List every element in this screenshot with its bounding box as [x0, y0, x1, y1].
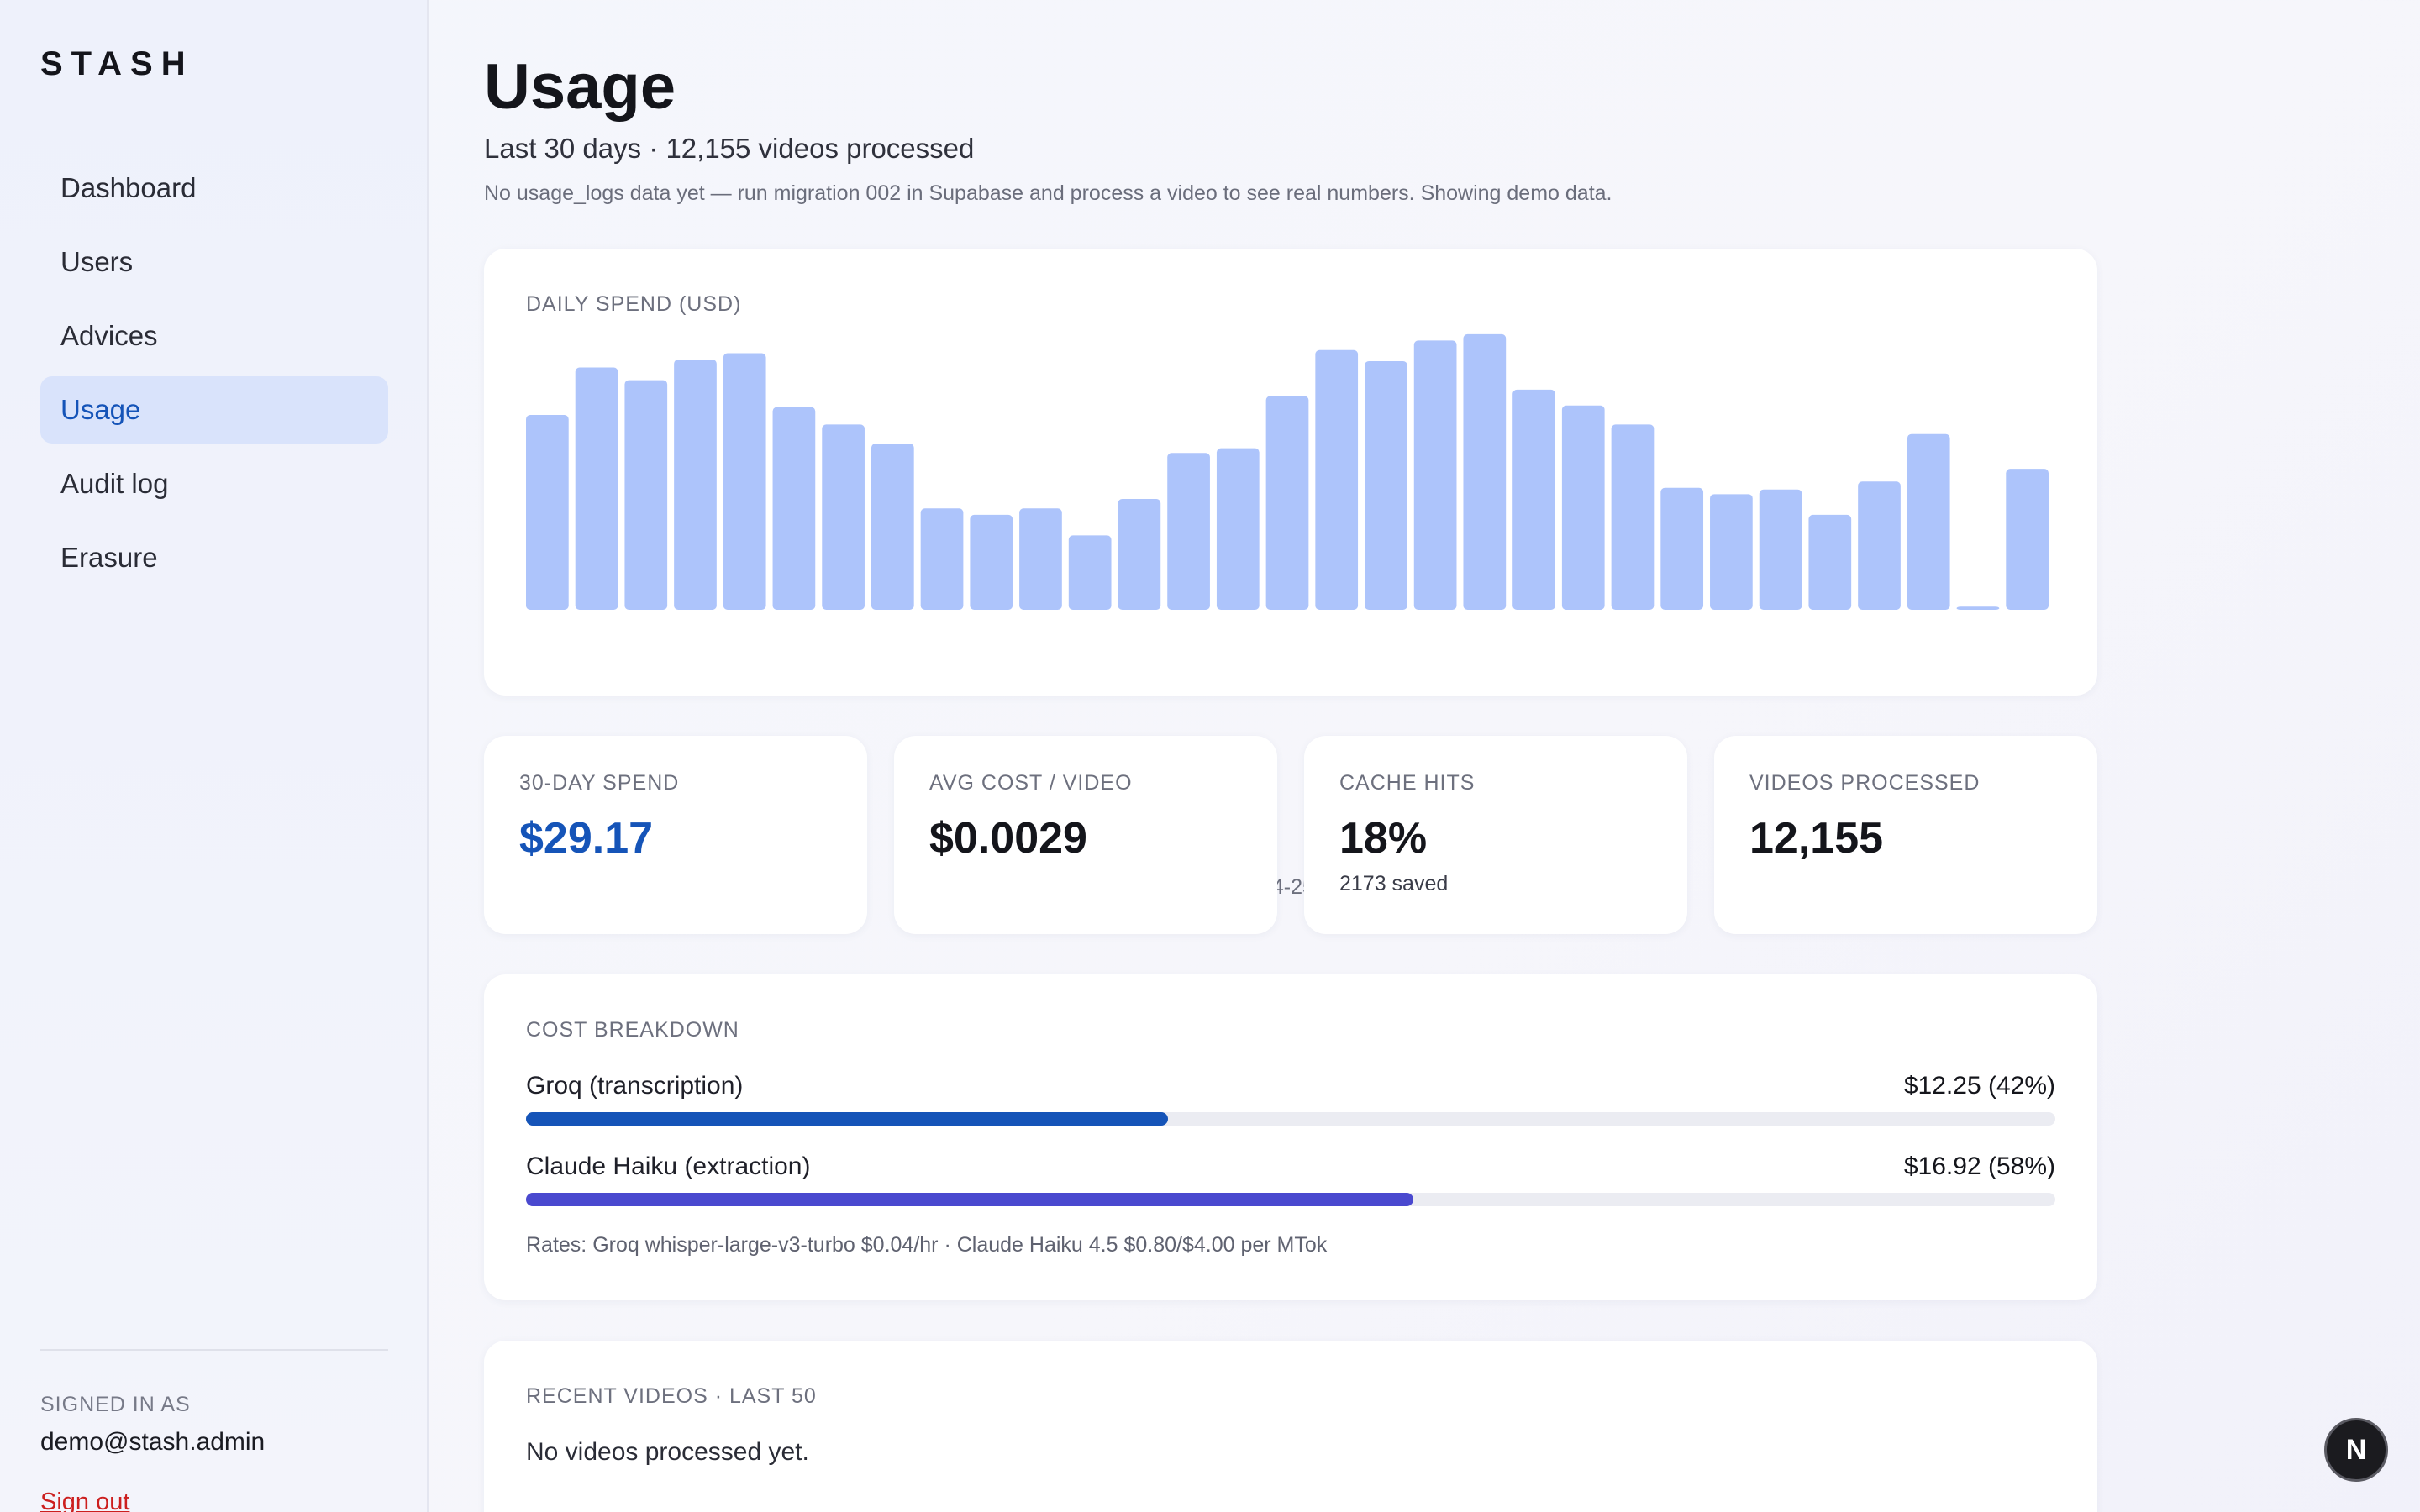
chart-bar-04-10 — [526, 415, 569, 610]
cost-breakdown-label: COST BREAKDOWN — [526, 1018, 739, 1042]
chart-bar-05-10 — [2006, 469, 2049, 610]
sidebar-item-usage[interactable]: Usage — [40, 376, 388, 444]
chart-bar-04-29 — [1463, 333, 1507, 610]
daily-spend-chart — [526, 333, 2049, 610]
sidebar-item-label: Advices — [60, 320, 158, 351]
cost-item-amount: $12.25 (42%) — [1903, 1072, 2055, 1100]
framework-dev-badge[interactable]: N — [2324, 1418, 2388, 1482]
cost-bar-fill — [526, 1193, 1413, 1206]
chart-bar-05-08 — [1907, 433, 1950, 610]
recent-videos-card: RECENT VIDEOS · LAST 50 No videos proces… — [484, 1341, 2097, 1512]
stat-label: CACHE HITS — [1339, 771, 1476, 795]
sidebar-item-label: Erasure — [60, 542, 158, 573]
stat-card-avg-cost: AVG COST / VIDEO $0.0029 — [894, 736, 1277, 934]
chart-bar-05-06 — [1808, 514, 1852, 610]
chart-bar-04-13 — [674, 360, 717, 610]
sidebar: STASH Dashboard Users Advices Usage Audi… — [0, 0, 429, 1512]
sidebar-nav: Dashboard Users Advices Usage Audit log … — [40, 155, 388, 598]
signed-in-label: SIGNED IN AS — [40, 1393, 191, 1416]
chart-bar-05-01 — [1561, 405, 1605, 610]
stat-value: $0.0029 — [929, 814, 1087, 863]
page-title: Usage — [484, 51, 676, 123]
pricing-rates-note: Rates: Groq whisper-large-v3-turbo $0.04… — [526, 1233, 1328, 1257]
stat-card-30-day-spend: 30-DAY SPEND $29.17 — [484, 736, 867, 934]
sidebar-item-erasure[interactable]: Erasure — [40, 524, 388, 591]
stat-value: 18% — [1339, 814, 1428, 863]
stat-label: 30-DAY SPEND — [519, 771, 680, 795]
stat-value: $29.17 — [519, 814, 654, 863]
chart-bar-05-09 — [1956, 606, 2000, 610]
stat-label: AVG COST / VIDEO — [929, 771, 1133, 795]
chart-bar-05-02 — [1611, 424, 1655, 610]
sidebar-item-users[interactable]: Users — [40, 228, 388, 296]
stat-label: VIDEOS PROCESSED — [1749, 771, 1981, 795]
chart-bar-04-24 — [1216, 448, 1260, 610]
stat-card-cache-hits: CACHE HITS 18% 2173 saved — [1304, 736, 1687, 934]
stat-card-videos-processed: VIDEOS PROCESSED 12,155 — [1714, 736, 2097, 934]
cost-bar-fill — [526, 1112, 1169, 1126]
page-subtitle: Last 30 days · 12,155 videos processed — [484, 133, 975, 164]
sidebar-item-label: Usage — [60, 394, 141, 425]
recent-videos-label: RECENT VIDEOS · LAST 50 — [526, 1384, 817, 1408]
sidebar-item-label: Dashboard — [60, 172, 197, 203]
sidebar-item-audit-log[interactable]: Audit log — [40, 450, 388, 517]
stat-value: 12,155 — [1749, 814, 1884, 863]
cost-item-name: Groq (transcription) — [526, 1072, 744, 1100]
chart-bar-04-25 — [1265, 396, 1309, 610]
daily-spend-card: DAILY SPEND (USD) 04-10 04-25 04-09 — [484, 249, 2097, 899]
chart-bar-04-27 — [1365, 360, 1407, 610]
demo-data-notice: No usage_logs data yet — run migration 0… — [484, 181, 1612, 205]
daily-spend-label: DAILY SPEND (USD) — [526, 292, 742, 316]
chart-bar-05-07 — [1858, 481, 1901, 610]
cost-breakdown-card: COST BREAKDOWN Groq (transcription) $12.… — [484, 974, 2097, 1300]
cost-item-name: Claude Haiku (extraction) — [526, 1152, 811, 1180]
recent-videos-empty-state: No videos processed yet. — [526, 1438, 809, 1466]
chart-bar-04-12 — [624, 380, 668, 610]
sidebar-item-label: Users — [60, 246, 134, 277]
sidebar-item-label: Audit log — [60, 468, 169, 499]
chart-bar-04-16 — [822, 424, 865, 610]
chart-bar-04-18 — [920, 508, 964, 610]
chart-bar-04-15 — [772, 407, 816, 610]
chart-bar-04-11 — [575, 367, 618, 610]
chart-bar-04-22 — [1118, 499, 1161, 610]
chart-bar-05-03 — [1660, 487, 1704, 610]
chart-bar-04-28 — [1413, 340, 1457, 610]
chart-bar-05-05 — [1759, 489, 1802, 610]
chart-bar-04-19 — [970, 514, 1013, 610]
cost-item-amount: $16.92 (58%) — [1903, 1152, 2055, 1180]
chart-bar-04-17 — [871, 444, 914, 610]
chart-bar-04-21 — [1068, 535, 1112, 610]
chart-bar-04-30 — [1512, 389, 1555, 610]
chart-bar-04-20 — [1019, 508, 1062, 610]
sidebar-divider — [40, 1349, 388, 1351]
chart-bar-05-04 — [1710, 494, 1753, 610]
cost-bar-track — [526, 1112, 2055, 1126]
signed-in-email: demo@stash.admin — [40, 1428, 266, 1456]
sidebar-item-dashboard[interactable]: Dashboard — [40, 155, 388, 222]
stat-subtext: 2173 saved — [1339, 872, 1449, 895]
chart-bar-04-26 — [1315, 349, 1359, 610]
chart-bar-04-14 — [723, 353, 766, 610]
brand-logo[interactable]: STASH — [40, 45, 194, 82]
cost-bar-track — [526, 1193, 2055, 1206]
sign-out-link[interactable]: Sign out — [40, 1488, 130, 1512]
sidebar-item-advices[interactable]: Advices — [40, 302, 388, 370]
chart-bar-04-23 — [1167, 453, 1210, 610]
